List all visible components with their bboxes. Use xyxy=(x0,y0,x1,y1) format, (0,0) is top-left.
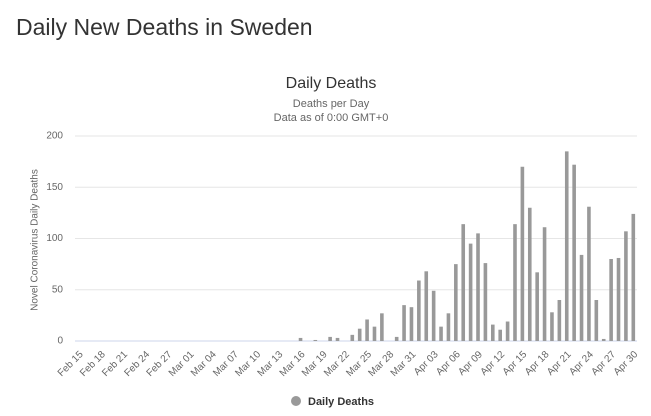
bar xyxy=(372,326,377,341)
bar xyxy=(535,272,539,341)
y-tick-label: 150 xyxy=(46,182,63,193)
bar xyxy=(564,151,569,341)
bar xyxy=(357,328,362,341)
x-tick-label: Mar 31 xyxy=(389,349,419,379)
bar xyxy=(476,233,480,341)
y-tick-label: 100 xyxy=(46,233,63,244)
bar xyxy=(446,313,451,341)
bar xyxy=(550,312,554,341)
bar xyxy=(298,337,303,341)
legend-label: Daily Deaths xyxy=(308,396,374,408)
bar xyxy=(498,329,502,341)
x-tick-label: Apr 30 xyxy=(612,349,641,378)
bar xyxy=(461,224,466,341)
bar xyxy=(572,164,576,341)
bar xyxy=(483,263,488,341)
bar xyxy=(409,307,414,341)
y-axis-label: Novel Coronavirus Daily Deaths xyxy=(30,169,41,311)
y-tick-label: 0 xyxy=(57,336,63,347)
bar xyxy=(313,339,318,341)
bar xyxy=(601,338,606,341)
bar xyxy=(454,264,458,341)
bar xyxy=(380,313,384,341)
bar xyxy=(431,290,436,341)
bar xyxy=(328,336,332,341)
y-tick-label: 50 xyxy=(52,284,64,295)
bar xyxy=(587,206,591,341)
bar xyxy=(542,227,547,341)
chart-note: Data as of 0:00 GMT+0 xyxy=(274,112,389,124)
bar xyxy=(624,231,628,341)
bar xyxy=(505,321,510,341)
bar xyxy=(424,271,429,341)
bar xyxy=(513,224,517,341)
bar xyxy=(402,305,406,341)
bar xyxy=(527,207,532,341)
bar xyxy=(520,166,525,341)
bar xyxy=(594,300,599,341)
chart-title: Daily Deaths xyxy=(286,75,377,92)
bar xyxy=(557,300,562,341)
bar xyxy=(579,254,584,341)
y-tick-label: 200 xyxy=(46,131,63,142)
bar xyxy=(468,243,473,341)
bar xyxy=(350,334,355,341)
bar xyxy=(365,319,369,341)
bar xyxy=(439,326,443,341)
bar xyxy=(616,257,621,341)
bar xyxy=(417,280,421,341)
bar xyxy=(491,324,495,341)
bar xyxy=(394,336,399,341)
legend-marker xyxy=(291,396,301,406)
bar xyxy=(335,337,340,341)
chart-subtitle: Deaths per Day xyxy=(293,98,370,110)
bar xyxy=(609,259,613,341)
page-heading: Daily New Deaths in Sweden xyxy=(16,14,313,40)
bar xyxy=(631,213,636,341)
